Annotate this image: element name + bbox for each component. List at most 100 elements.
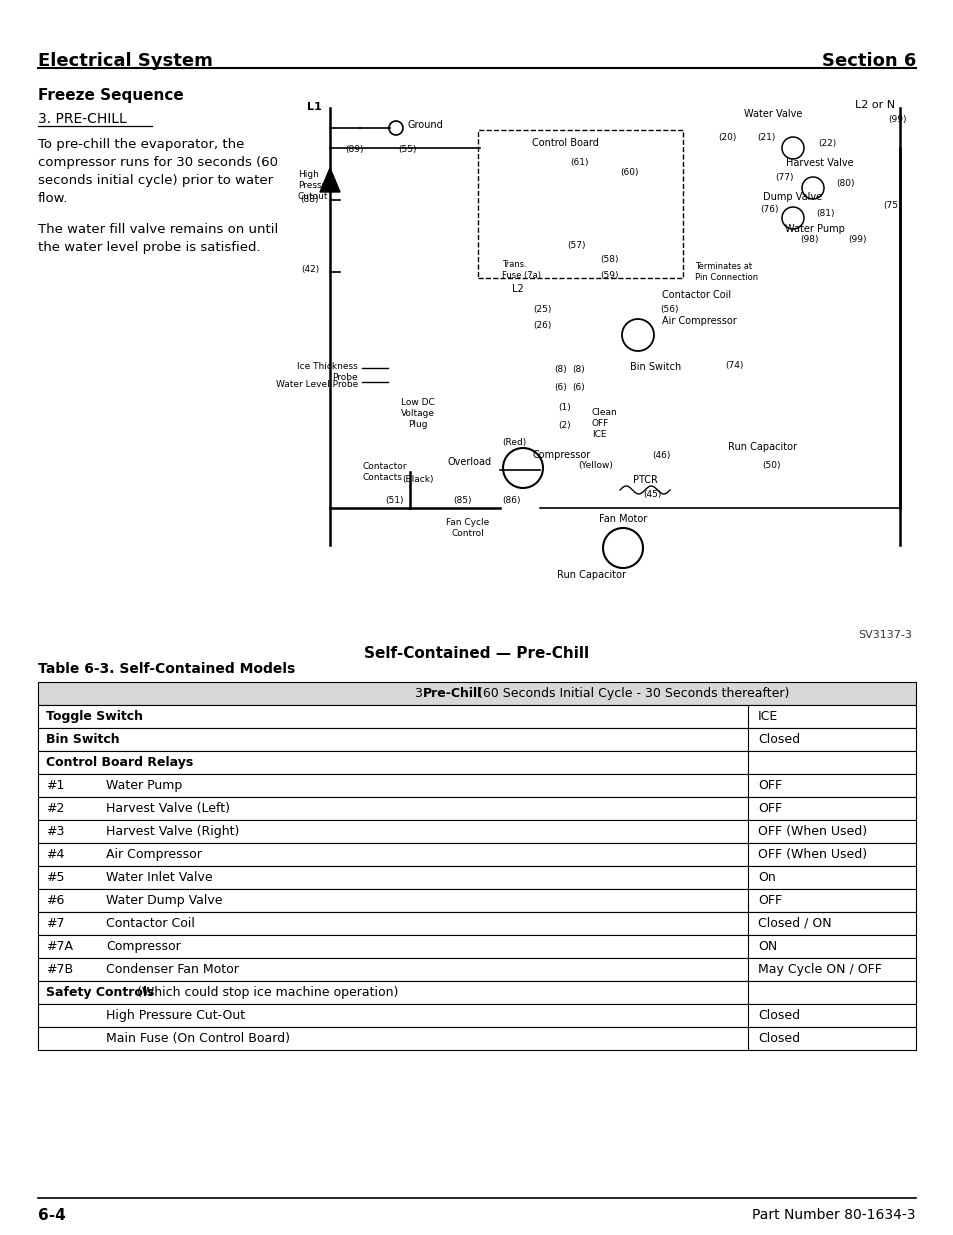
Text: Closed: Closed (758, 1032, 800, 1045)
Text: OFF (When Used): OFF (When Used) (758, 825, 866, 839)
Bar (38, 866, 915, 889)
Bar (38, 705, 915, 727)
Text: (88): (88) (300, 195, 319, 204)
Text: (25): (25) (533, 305, 551, 314)
Bar (38, 981, 915, 1004)
Text: Water Valve: Water Valve (743, 109, 801, 119)
Bar (38, 911, 915, 935)
Text: (20): (20) (718, 133, 736, 142)
Text: (99): (99) (847, 235, 865, 245)
Text: (99): (99) (888, 115, 906, 124)
Text: On: On (758, 871, 775, 884)
Text: #7: #7 (46, 918, 65, 930)
Text: #3: #3 (46, 825, 64, 839)
Text: Dump Valve: Dump Valve (762, 191, 821, 203)
Text: Closed: Closed (758, 1009, 800, 1023)
Text: #7B: #7B (46, 963, 73, 976)
Text: (75): (75) (882, 201, 902, 210)
Text: (42): (42) (300, 266, 319, 274)
Bar (38, 774, 915, 797)
Text: (98): (98) (800, 235, 818, 245)
Text: Water Pump: Water Pump (106, 779, 182, 792)
Text: (86): (86) (501, 496, 520, 505)
Text: Fan Motor: Fan Motor (598, 514, 646, 524)
Bar (38, 682, 915, 705)
Text: (60 Seconds Initial Cycle - 30 Seconds thereafter): (60 Seconds Initial Cycle - 30 Seconds t… (474, 687, 788, 700)
Text: The water fill valve remains on until
the water level probe is satisfied.: The water fill valve remains on until th… (38, 224, 278, 254)
Text: Part Number 80-1634-3: Part Number 80-1634-3 (752, 1208, 915, 1221)
Text: Air Compressor: Air Compressor (106, 848, 202, 861)
Text: Run Capacitor: Run Capacitor (727, 442, 796, 452)
Text: May Cycle ON / OFF: May Cycle ON / OFF (758, 963, 881, 976)
Text: SV3137-3: SV3137-3 (858, 630, 911, 640)
Text: (51): (51) (385, 496, 403, 505)
Text: High Pressure Cut-Out: High Pressure Cut-Out (106, 1009, 245, 1023)
Text: (57): (57) (566, 241, 585, 249)
Text: Control Board: Control Board (532, 138, 598, 148)
Text: (85): (85) (453, 496, 471, 505)
Text: Ground: Ground (408, 120, 443, 130)
Text: (89): (89) (345, 144, 364, 154)
Text: (60): (60) (619, 168, 638, 177)
Text: Self-Contained — Pre-Chill: Self-Contained — Pre-Chill (364, 646, 589, 661)
Text: Water Level Probe: Water Level Probe (275, 380, 357, 389)
Text: Contactor
Contacts: Contactor Contacts (363, 462, 407, 482)
Text: (26): (26) (533, 321, 551, 330)
Text: OFF: OFF (758, 779, 781, 792)
Text: Freeze Sequence: Freeze Sequence (38, 88, 184, 103)
Text: (8): (8) (572, 366, 584, 374)
Text: Water Inlet Valve: Water Inlet Valve (106, 871, 213, 884)
Text: Terminates at
Pin Connection: Terminates at Pin Connection (695, 262, 758, 282)
Text: Closed: Closed (758, 734, 800, 746)
Text: (45): (45) (642, 490, 660, 499)
Polygon shape (319, 168, 339, 191)
Text: Trans.
Fuse (7a): Trans. Fuse (7a) (501, 261, 540, 280)
Text: Fan Cycle
Control: Fan Cycle Control (446, 517, 489, 538)
Text: (74): (74) (724, 361, 742, 370)
Text: Water Dump Valve: Water Dump Valve (106, 894, 222, 906)
Bar (38, 820, 915, 844)
Text: Compressor: Compressor (106, 940, 180, 953)
Text: (55): (55) (398, 144, 416, 154)
Text: Table 6-3. Self-Contained Models: Table 6-3. Self-Contained Models (38, 662, 294, 676)
Text: #1: #1 (46, 779, 64, 792)
Text: Air Compressor: Air Compressor (661, 316, 736, 326)
Text: #4: #4 (46, 848, 64, 861)
Text: Water Pump: Water Pump (784, 224, 844, 233)
Bar (38, 727, 915, 751)
Text: OFF: OFF (758, 894, 781, 906)
Text: (Which could stop ice machine operation): (Which could stop ice machine operation) (132, 986, 398, 999)
Text: (77): (77) (774, 173, 793, 182)
Text: Bin Switch: Bin Switch (629, 362, 680, 372)
Text: Closed / ON: Closed / ON (758, 918, 831, 930)
Text: 6-4: 6-4 (38, 1208, 66, 1223)
Text: (2): (2) (558, 421, 570, 430)
Text: High
Pressure
Cutout: High Pressure Cutout (297, 170, 336, 201)
Text: (21): (21) (757, 133, 775, 142)
Text: Overload: Overload (448, 457, 492, 467)
Text: Pre-Chill: Pre-Chill (422, 687, 482, 700)
Text: Electrical System: Electrical System (38, 52, 213, 70)
Text: OFF (When Used): OFF (When Used) (758, 848, 866, 861)
Text: OFF: OFF (758, 802, 781, 815)
Text: Ice Thickness
Probe: Ice Thickness Probe (297, 362, 357, 382)
Text: (61): (61) (569, 158, 588, 167)
Text: (6): (6) (554, 383, 566, 391)
Bar (38, 889, 915, 911)
Bar (38, 1004, 915, 1028)
Text: Control Board Relays: Control Board Relays (46, 756, 193, 769)
Text: #2: #2 (46, 802, 64, 815)
Text: Contactor Coil: Contactor Coil (106, 918, 194, 930)
Text: Safety Controls: Safety Controls (46, 986, 154, 999)
Text: (8): (8) (554, 366, 566, 374)
Text: (81): (81) (815, 209, 834, 219)
Text: Low DC
Voltage
Plug: Low DC Voltage Plug (400, 398, 435, 430)
Text: Condenser Fan Motor: Condenser Fan Motor (106, 963, 238, 976)
Text: #7A: #7A (46, 940, 73, 953)
Text: 3. PRE-CHILL: 3. PRE-CHILL (38, 112, 127, 126)
Text: Harvest Valve: Harvest Valve (785, 158, 853, 168)
Text: PTCR: PTCR (632, 475, 657, 485)
Text: L2 or N: L2 or N (854, 100, 894, 110)
Text: (Yellow): (Yellow) (578, 461, 612, 471)
Text: Contactor Coil: Contactor Coil (661, 290, 730, 300)
